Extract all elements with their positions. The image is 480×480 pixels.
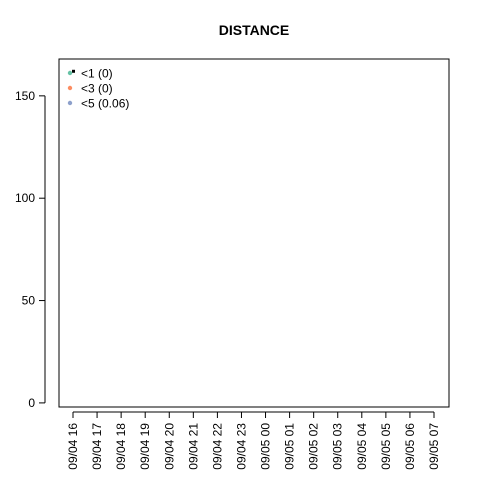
legend-label: <1 (0) bbox=[81, 67, 113, 81]
data-point bbox=[72, 70, 75, 73]
x-tick-label: 09/05 05 bbox=[379, 423, 393, 470]
x-tick-label: 09/04 17 bbox=[90, 423, 104, 470]
x-tick-label: 09/04 19 bbox=[138, 423, 152, 470]
data-points bbox=[72, 70, 75, 73]
legend-label: <5 (0.06) bbox=[81, 97, 129, 111]
x-tick-label: 09/05 03 bbox=[331, 423, 345, 470]
legend-label: <3 (0) bbox=[81, 82, 113, 96]
x-tick-label: 09/04 22 bbox=[210, 423, 224, 470]
x-tick-label: 09/05 06 bbox=[403, 423, 417, 470]
x-tick-label: 09/05 04 bbox=[355, 423, 369, 470]
legend-marker bbox=[68, 71, 72, 75]
x-tick-label: 09/05 00 bbox=[259, 423, 273, 470]
x-tick-label: 09/04 18 bbox=[114, 423, 128, 470]
legend: <1 (0)<3 (0)<5 (0.06) bbox=[68, 67, 130, 111]
y-tick-label: 150 bbox=[15, 89, 35, 103]
y-axis: 0 50 100 150 bbox=[15, 89, 45, 410]
y-tick-label: 100 bbox=[15, 191, 35, 205]
x-axis: 09/04 16 09/04 17 09/04 18 09/04 19 09/04 20… bbox=[66, 412, 441, 470]
legend-marker bbox=[68, 86, 72, 90]
x-tick-label: 09/05 07 bbox=[427, 423, 441, 470]
x-tick-label: 09/04 23 bbox=[234, 423, 248, 470]
y-tick-label: 0 bbox=[28, 396, 35, 410]
x-tick-label: 09/04 21 bbox=[186, 423, 200, 470]
x-tick-label: 09/04 16 bbox=[66, 423, 80, 470]
plot-frame bbox=[59, 59, 449, 407]
chart-title: DISTANCE bbox=[219, 22, 290, 38]
x-tick-label: 09/05 02 bbox=[307, 423, 321, 470]
x-tick-label: 09/05 01 bbox=[283, 423, 297, 470]
legend-marker bbox=[68, 101, 72, 105]
x-tick-label: 09/04 20 bbox=[162, 423, 176, 470]
y-tick-label: 50 bbox=[22, 294, 36, 308]
